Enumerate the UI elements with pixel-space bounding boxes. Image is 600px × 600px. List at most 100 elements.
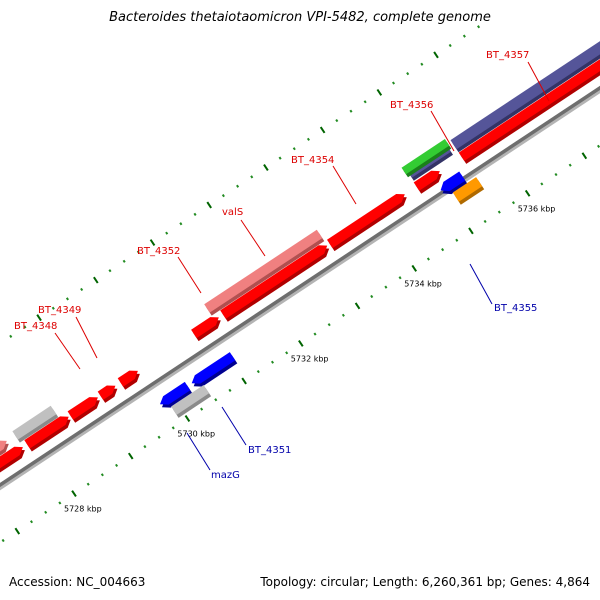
tick-mark-lower (184, 415, 191, 422)
green-block (401, 139, 450, 175)
tick-mark-upper (221, 194, 225, 198)
gene-leader-line (54, 332, 81, 370)
tick-mark-lower (71, 490, 77, 498)
tick-mark-upper (206, 201, 212, 209)
gene-label: BT_4349 (38, 305, 81, 316)
tick-mark-lower (143, 445, 147, 449)
backbone (0, 85, 600, 491)
tick-mark-lower (398, 276, 402, 280)
tick-mark-lower (597, 144, 600, 148)
backbone-shadow (0, 88, 600, 491)
gene-label: BT_4348 (14, 321, 57, 332)
tick-mark-upper (193, 212, 197, 216)
tick-mark-lower (327, 323, 331, 327)
tick-mark-upper (335, 118, 339, 123)
tick-mark-lower (29, 520, 34, 524)
tick-mark-lower (341, 313, 345, 317)
cds-block (327, 194, 405, 249)
tick-mark-upper (263, 164, 269, 171)
tick-mark-lower (581, 152, 588, 160)
tick-mark-upper (433, 51, 439, 59)
tick-mark-upper (23, 325, 27, 329)
gene-leader-line (240, 219, 266, 257)
tick-mark-upper (406, 72, 410, 76)
accession-text: Accession: NC_004663 (9, 575, 146, 589)
cds-block (97, 385, 116, 400)
tick-mark-lower (497, 210, 501, 214)
tick-label: 5736 kbp (518, 204, 556, 213)
tick-mark-lower (127, 452, 134, 460)
tick-mark-upper (278, 156, 282, 160)
tick-mark-lower (228, 388, 232, 392)
tick-mark-lower (455, 238, 459, 242)
feature-blocks (0, 41, 600, 473)
tick-mark-upper (122, 259, 126, 263)
gene-label: BT_4354 (291, 155, 334, 166)
orange-block (452, 177, 483, 202)
tick-mark-lower (1, 538, 5, 543)
cds-block (191, 317, 219, 339)
gene-label: BT_4357 (486, 50, 529, 61)
gene-leader-line (469, 263, 493, 305)
tick-mark-lower (86, 482, 90, 486)
tick-mark-lower (285, 351, 289, 355)
tick-mark-lower (115, 463, 119, 468)
blue-block (191, 352, 236, 384)
gray-block (12, 405, 57, 440)
tick-mark-upper (236, 184, 240, 188)
navy-block-shadow (410, 149, 453, 181)
tick-mark-lower (411, 264, 418, 272)
cds-block (67, 397, 98, 420)
tick-mark-lower (568, 163, 572, 167)
tick-mark-lower (100, 473, 104, 477)
tick-mark-lower (270, 360, 275, 364)
tick-mark-upper (319, 126, 326, 134)
tick-label: 5728 kbp (64, 505, 102, 514)
cds-block (117, 370, 138, 387)
tick-mark-upper (363, 100, 367, 104)
tick-mark-lower (214, 398, 218, 402)
tick-mark-lower (524, 189, 531, 197)
rna-block (0, 440, 7, 452)
tick-mark-upper (250, 175, 254, 179)
gene-leader-line (75, 316, 98, 359)
tick-mark-upper (349, 109, 353, 113)
cds-block (24, 416, 69, 449)
tick-label: 5730 kbp (177, 430, 215, 439)
gene-leader-line (221, 406, 247, 446)
tick-mark-lower (14, 527, 21, 535)
tick-mark-upper (420, 62, 424, 66)
tick-mark-upper (149, 239, 156, 247)
tick-mark-lower (511, 201, 516, 205)
tick-mark-upper (9, 334, 13, 338)
tick-mark-lower (384, 285, 388, 289)
tick-mark-lower (483, 219, 487, 224)
gene-leader-line (332, 165, 357, 205)
cds-block (458, 59, 600, 161)
tick-mark-upper (51, 306, 55, 310)
cds-block (0, 446, 23, 469)
gene-label: mazG (211, 470, 240, 481)
gene-leader-line (177, 256, 202, 294)
tick-mark-lower (58, 501, 62, 505)
gene-label: BT_4351 (248, 445, 291, 456)
tick-mark-lower (468, 227, 474, 235)
tick-mark-upper (391, 81, 396, 85)
tick-mark-lower (256, 369, 260, 374)
gene-leader-line (527, 61, 550, 102)
tick-mark-upper (65, 297, 69, 301)
rna-block (204, 229, 323, 313)
tick-mark-lower (313, 332, 317, 336)
tick-mark-lower (441, 248, 445, 252)
tick-mark-lower (200, 407, 204, 411)
tick-mark-upper (179, 222, 183, 226)
tick-mark-upper (477, 25, 481, 29)
cds-block (220, 245, 328, 319)
tick-marks: 5728 kbp 5730 kbp 5732 kbp 5734 kbp 5736 kbp… (1, 25, 600, 543)
tick-mark-upper (80, 287, 84, 292)
tick-label: 5732 kbp (291, 354, 329, 363)
tick-mark-lower (354, 302, 361, 310)
tick-mark-upper (376, 88, 383, 96)
tick-mark-lower (426, 257, 430, 261)
